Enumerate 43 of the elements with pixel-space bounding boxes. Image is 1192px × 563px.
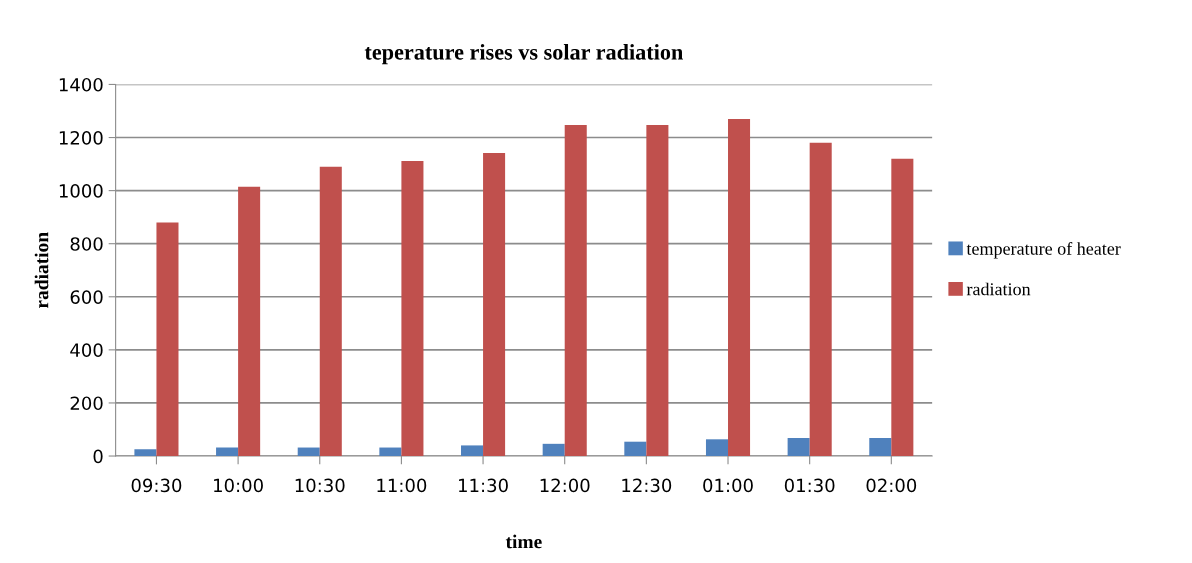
- legend-label: radiation: [966, 282, 1031, 296]
- y-tick-label: 1400: [59, 77, 103, 92]
- x-tick-label: 09:30: [131, 478, 182, 493]
- chart-title: teperature rises vs solar radiation: [364, 44, 683, 65]
- bar: [646, 125, 669, 457]
- x-tick-label: 01:30: [784, 478, 835, 493]
- bar: [564, 125, 587, 457]
- bar: [319, 166, 342, 457]
- y-tick-label: 600: [70, 290, 103, 304]
- y-tick-label: 400: [70, 343, 103, 357]
- bar: [297, 447, 320, 457]
- bar: [483, 152, 506, 457]
- bar: [891, 158, 914, 457]
- bar: [705, 439, 729, 457]
- y-tick-label: 800: [70, 237, 103, 251]
- y-tick-label: 1000: [59, 184, 103, 198]
- x-tick-label: 02:00: [866, 478, 917, 493]
- bar: [134, 449, 157, 457]
- bar: [156, 222, 179, 457]
- x-tick-label: 11:00: [377, 478, 427, 493]
- x-tick-label: 11:30: [459, 478, 508, 493]
- bar: [461, 445, 484, 457]
- y-tick-label: 200: [70, 396, 103, 411]
- y-tick-label: 1200: [59, 130, 103, 145]
- bar: [401, 160, 424, 457]
- bar: [728, 118, 751, 457]
- bar: [809, 142, 832, 457]
- bar: [216, 447, 239, 457]
- y-axis-title: radiation: [34, 232, 49, 309]
- bar: [542, 443, 565, 457]
- x-tick-label: 12:00: [540, 478, 590, 493]
- bar: [869, 437, 892, 457]
- x-tick-label: 12:30: [622, 478, 672, 493]
- x-tick-label: 10:30: [295, 478, 345, 493]
- bar: [624, 441, 647, 457]
- bar: [238, 186, 261, 457]
- bar: [379, 447, 402, 457]
- x-axis-title: time: [505, 534, 542, 549]
- y-tick-label: 0: [93, 449, 103, 464]
- x-tick-label: 01:00: [703, 478, 753, 493]
- x-tick-label: 10:00: [214, 478, 263, 493]
- legend-label: temperature of heater: [966, 241, 1121, 259]
- bar: [787, 437, 810, 457]
